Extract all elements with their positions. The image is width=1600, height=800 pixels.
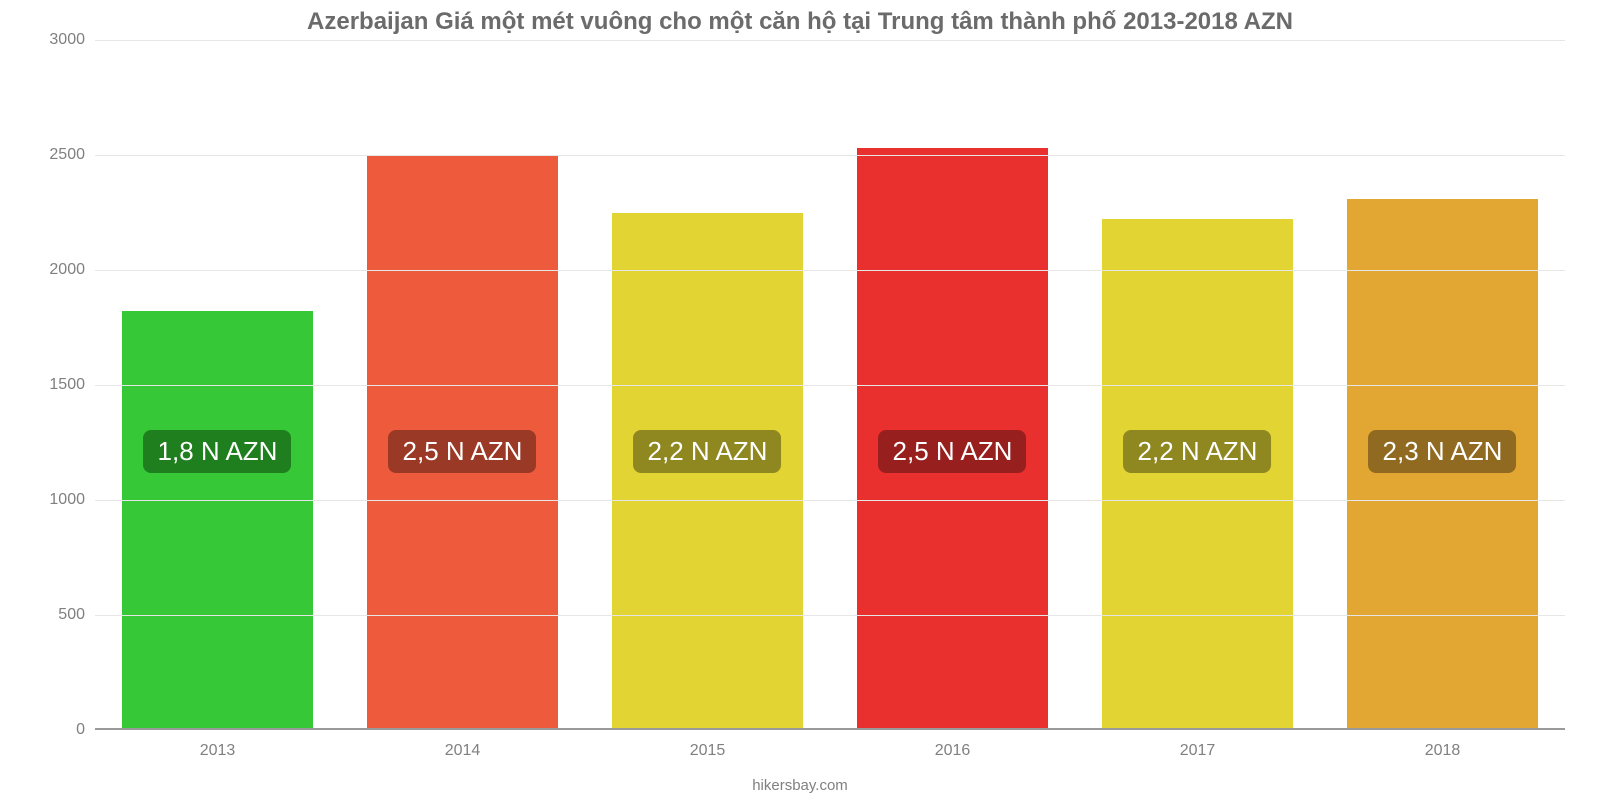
y-tick-label: 500	[58, 606, 95, 624]
grid-line	[95, 270, 1565, 271]
bar: 1,8 N AZN	[122, 311, 313, 730]
x-tick-label: 2014	[445, 730, 481, 760]
y-tick-label: 0	[76, 721, 95, 739]
y-tick-label: 2000	[49, 261, 95, 279]
plot-area: 1,8 N AZN 2,5 N AZN 2,2 N AZN 2,5 N AZN 2,2 …	[95, 40, 1565, 730]
bar: 2,2 N AZN	[1102, 219, 1293, 730]
y-tick-label: 3000	[49, 31, 95, 49]
bar: 2,3 N AZN	[1347, 199, 1538, 730]
attribution-text: hikersbay.com	[0, 777, 1600, 794]
grid-line	[95, 615, 1565, 616]
y-tick-label: 1000	[49, 491, 95, 509]
bar: 2,5 N AZN	[367, 155, 558, 730]
y-tick-label: 2500	[49, 146, 95, 164]
x-tick-label: 2015	[690, 730, 726, 760]
bar-value-label: 2,2 N AZN	[634, 430, 782, 473]
bar-value-label: 2,3 N AZN	[1369, 430, 1517, 473]
grid-line	[95, 155, 1565, 156]
chart-container: Azerbaijan Giá một mét vuông cho một căn…	[0, 0, 1600, 800]
x-axis-baseline	[95, 728, 1565, 730]
x-tick-label: 2016	[935, 730, 971, 760]
x-tick-label: 2013	[200, 730, 236, 760]
grid-line	[95, 40, 1565, 41]
bar-value-label: 2,2 N AZN	[1124, 430, 1272, 473]
bar: 2,2 N AZN	[612, 213, 803, 731]
bar: 2,5 N AZN	[857, 148, 1048, 730]
bar-value-label: 1,8 N AZN	[144, 430, 292, 473]
bar-value-label: 2,5 N AZN	[879, 430, 1027, 473]
grid-line	[95, 500, 1565, 501]
chart-title: Azerbaijan Giá một mét vuông cho một căn…	[0, 8, 1600, 36]
bar-value-label: 2,5 N AZN	[389, 430, 537, 473]
grid-line	[95, 385, 1565, 386]
y-tick-label: 1500	[49, 376, 95, 394]
x-tick-label: 2018	[1425, 730, 1461, 760]
x-tick-label: 2017	[1180, 730, 1216, 760]
